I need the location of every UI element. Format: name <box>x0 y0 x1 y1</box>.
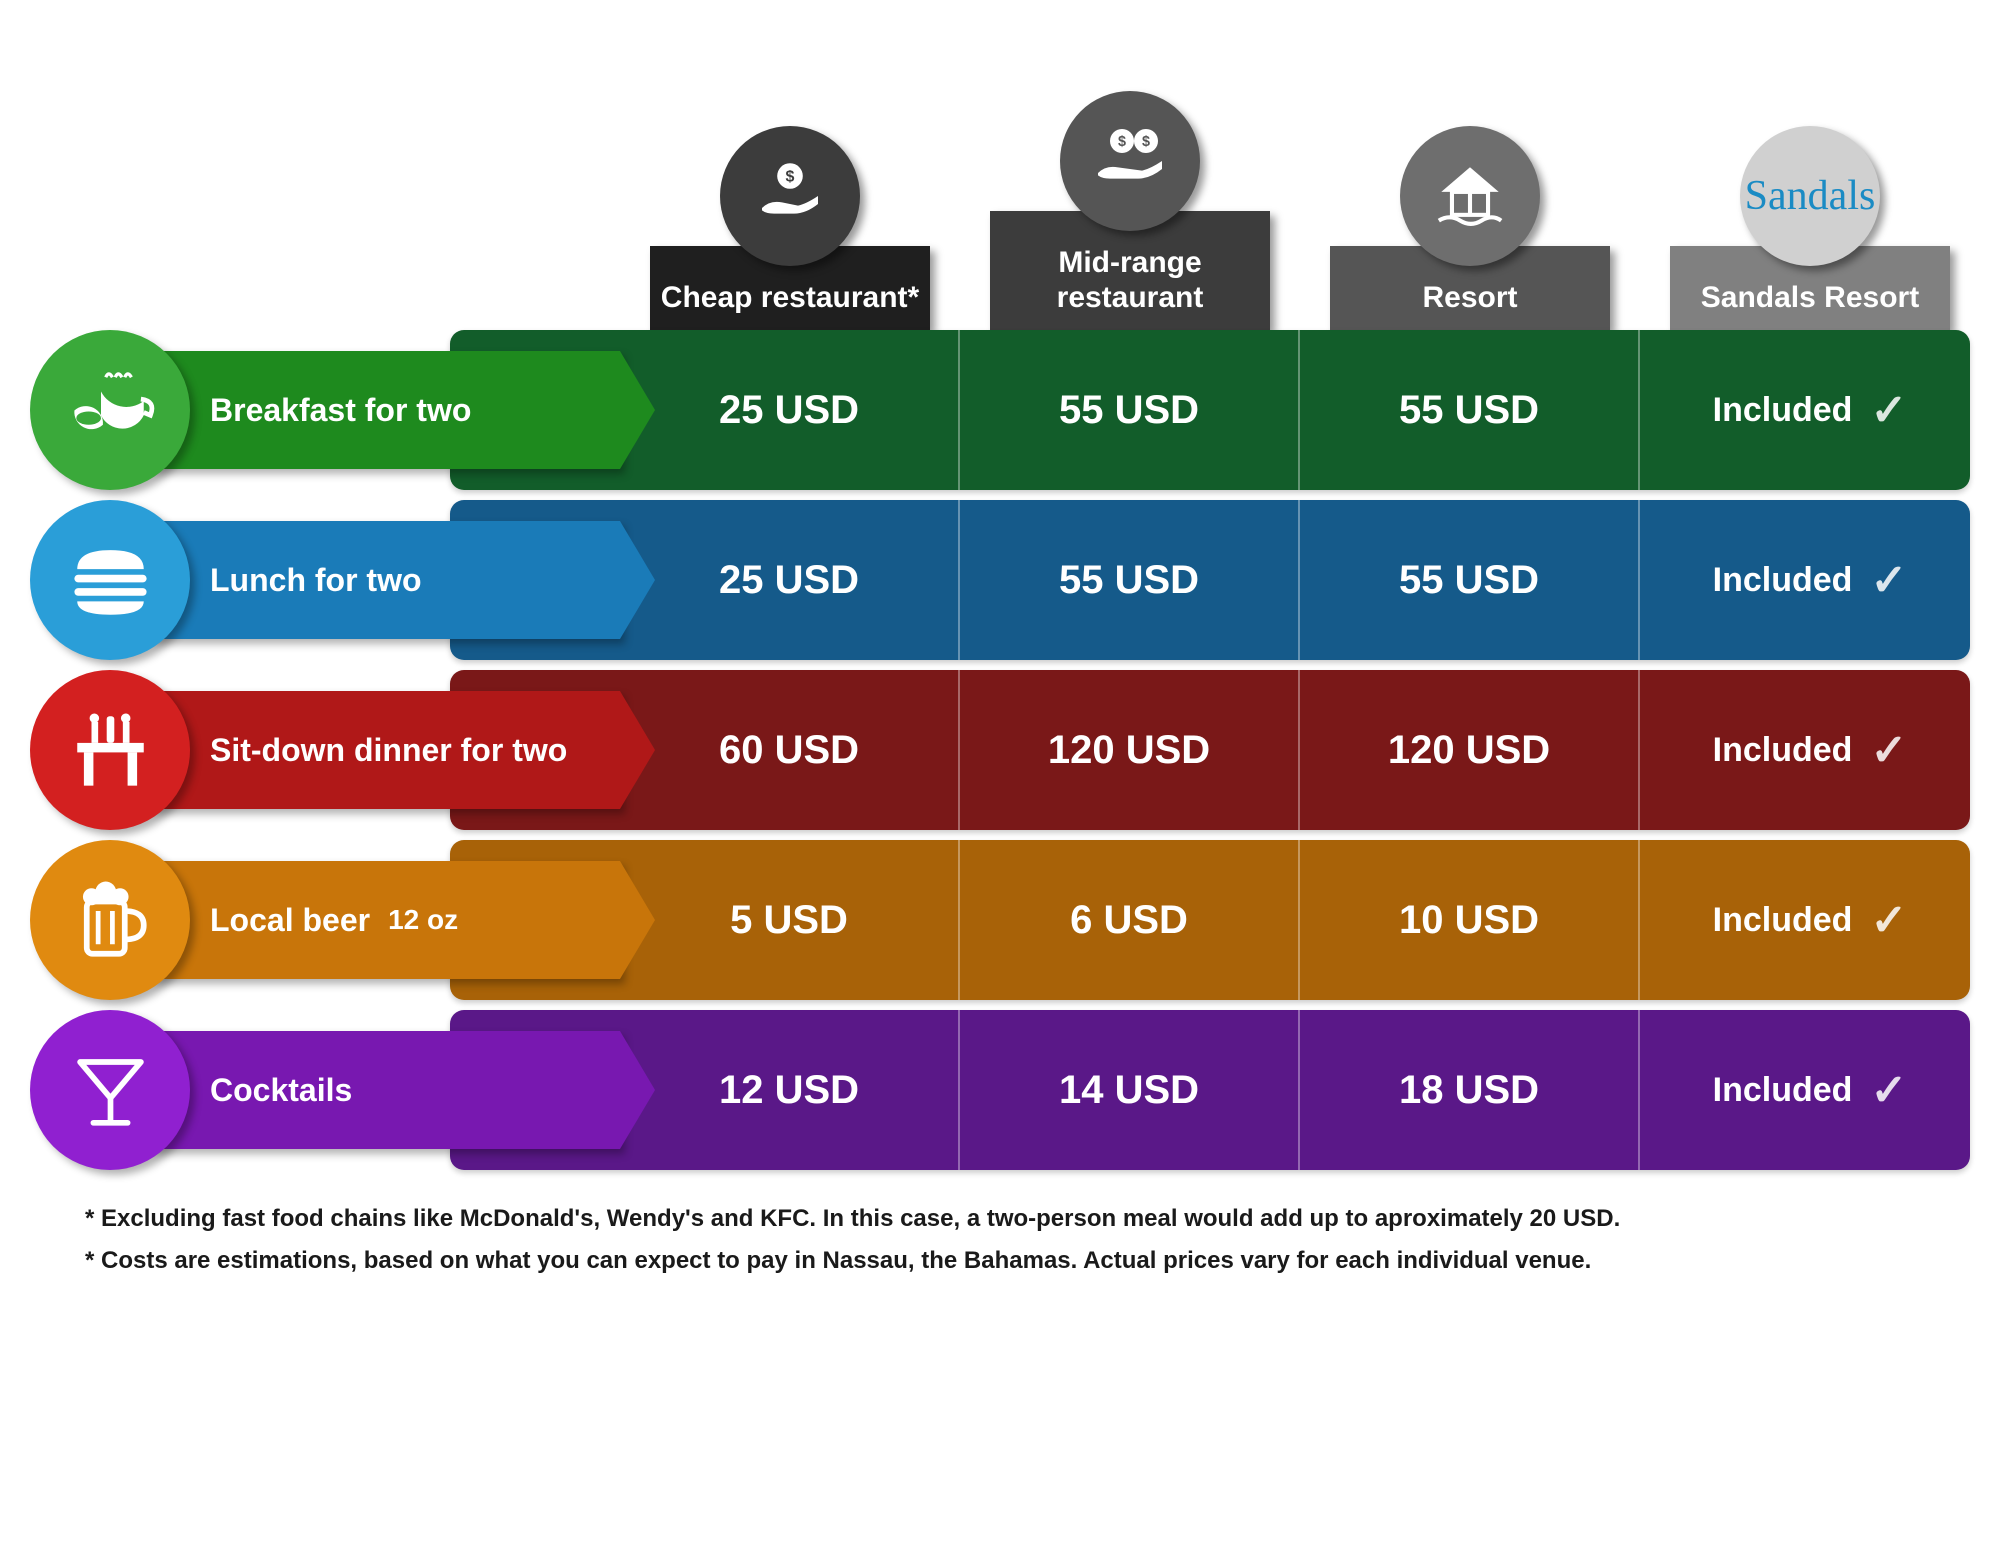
column-header-2: Resort <box>1300 126 1640 331</box>
price-cell: 12 USD <box>620 1010 960 1170</box>
included-label: Included <box>1713 901 1853 940</box>
column-label: Mid-range restaurant <box>1057 246 1204 314</box>
row-body: 25 USD55 USD55 USDIncluded✓ <box>450 500 1970 660</box>
column-label: Cheap restaurant* <box>661 281 919 314</box>
price-cell: 60 USD <box>620 670 960 830</box>
row-label-wrap: Sit-down dinner for two <box>30 670 620 830</box>
price-cell: 25 USD <box>620 330 960 490</box>
row-body: 5 USD6 USD10 USD Included ✓ <box>450 840 1970 1000</box>
price-cell: 18 USD <box>1300 1010 1640 1170</box>
price-cell: Included ✓ <box>1640 1010 1970 1170</box>
row-label-text: Cocktails <box>210 1072 352 1109</box>
price-cell: Included ✓ <box>1640 500 1970 660</box>
row-label-wrap: Local beer 12 oz <box>30 840 620 1000</box>
column-header-0: $ Cheap restaurant* <box>620 126 960 331</box>
row-label-text: Breakfast for two <box>210 392 471 429</box>
row-label-text: Lunch for two <box>210 562 422 599</box>
table-row: Local beer 12 oz 5 USD6 USD10 USD Included ✓ <box>30 840 1970 1000</box>
included-label: Included <box>1713 1071 1853 1110</box>
beer-icon <box>30 840 190 1000</box>
row-label-wrap: Breakfast for two <box>30 330 620 490</box>
check-icon: ✓ <box>1870 385 1907 436</box>
burger-icon <box>30 500 190 660</box>
table-row: Cocktails 12 USD14 USD18 USD Included ✓ <box>30 1010 1970 1170</box>
row-label-wrap: Cocktails <box>30 1010 620 1170</box>
price-cell: 25 USD <box>620 500 960 660</box>
column-header-3: Sandals Sandals Resort <box>1640 126 1980 331</box>
money-hand-double-icon: $$ <box>1060 91 1200 231</box>
sandals-logo-text: Sandals <box>1745 172 1876 220</box>
included-label: Included <box>1713 391 1853 430</box>
column-headers: $Cheap restaurant*$$Mid-range restaurant… <box>30 40 1970 330</box>
row-label-text: Sit-down dinner for two <box>210 732 567 769</box>
footnote-1: * Excluding fast food chains like McDona… <box>85 1200 1970 1238</box>
included-label: Included <box>1713 561 1853 600</box>
price-cell: 55 USD <box>960 500 1300 660</box>
row-label-wrap: Lunch for two <box>30 500 620 660</box>
row-label-text: Local beer <box>210 902 370 939</box>
money-hand-single-icon: $ <box>720 126 860 266</box>
price-comparison-table: $Cheap restaurant*$$Mid-range restaurant… <box>30 40 1970 1281</box>
cocktail-icon <box>30 1010 190 1170</box>
dinner-icon <box>30 670 190 830</box>
table-row: Sit-down dinner for two60 USD120 USD120 … <box>30 670 1970 830</box>
price-cell: 5 USD <box>620 840 960 1000</box>
price-cell: 55 USD <box>1300 330 1640 490</box>
price-cell: 55 USD <box>1300 500 1640 660</box>
price-cell: 120 USD <box>960 670 1300 830</box>
row-body: 12 USD14 USD18 USD Included ✓ <box>450 1010 1970 1170</box>
svg-text:$: $ <box>1142 134 1150 150</box>
sandals-logo-icon: Sandals <box>1740 126 1880 266</box>
svg-text:$: $ <box>786 168 795 185</box>
footnote-2: * Costs are estimations, based on what y… <box>85 1242 1970 1280</box>
price-cell: 120 USD <box>1300 670 1640 830</box>
column-label: Sandals Resort <box>1701 281 1919 314</box>
row-body: 60 USD120 USD120 USDIncluded✓ <box>450 670 1970 830</box>
included-label: Included <box>1713 731 1853 770</box>
bungalow-icon <box>1400 126 1540 266</box>
table-row: Breakfast for two25 USD55 USD55 USDInclu… <box>30 330 1970 490</box>
column-label: Resort <box>1422 281 1517 314</box>
check-icon: ✓ <box>1870 895 1907 946</box>
check-icon: ✓ <box>1870 725 1907 776</box>
breakfast-icon <box>30 330 190 490</box>
table-row: Lunch for two25 USD55 USD55 USDIncluded✓ <box>30 500 1970 660</box>
price-cell: Included ✓ <box>1640 670 1970 830</box>
price-cell: 55 USD <box>960 330 1300 490</box>
row-secondary-label: 12 oz <box>388 904 458 936</box>
footnotes: * Excluding fast food chains like McDona… <box>30 1200 1970 1281</box>
check-icon: ✓ <box>1870 555 1907 606</box>
price-cell: 10 USD <box>1300 840 1640 1000</box>
row-body: 25 USD55 USD55 USDIncluded✓ <box>450 330 1970 490</box>
price-cell: 14 USD <box>960 1010 1300 1170</box>
price-cell: 6 USD <box>960 840 1300 1000</box>
svg-text:$: $ <box>1118 134 1126 150</box>
price-cell: Included ✓ <box>1640 330 1970 490</box>
column-header-1: $$Mid-range restaurant <box>960 91 1300 330</box>
price-cell: Included ✓ <box>1640 840 1970 1000</box>
check-icon: ✓ <box>1870 1065 1907 1116</box>
